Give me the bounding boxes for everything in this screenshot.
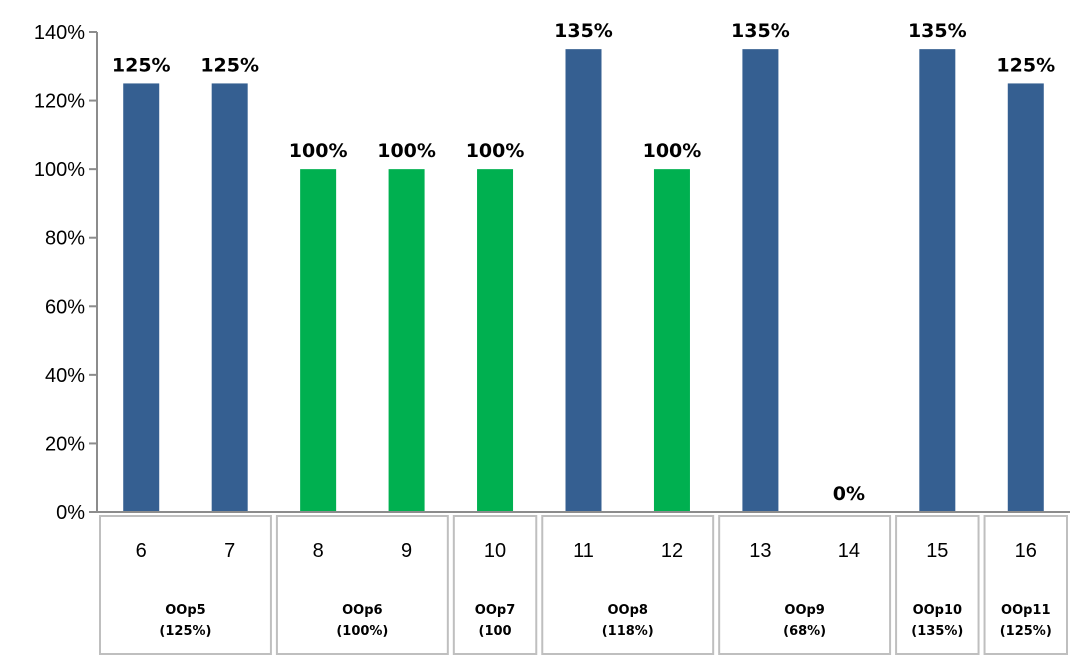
data-label: 125%: [996, 54, 1055, 76]
bar: [123, 83, 160, 512]
group-label-name: OOp7: [475, 603, 515, 618]
category-label: 15: [926, 540, 948, 562]
data-labels: 125% 125% 100% 100% 100% 135% 100% 135% 0% 135% 12…: [112, 20, 1055, 505]
y-tick-label: 80%: [45, 228, 85, 250]
bar: [565, 49, 602, 513]
y-tick-label: 20%: [45, 433, 85, 455]
group-label-name: OOp5: [165, 603, 205, 618]
bar: [653, 169, 690, 512]
bar: [477, 169, 514, 512]
group-label-value: (68%): [783, 624, 826, 639]
data-label: 135%: [908, 20, 967, 42]
group-label-name: OOp9: [784, 603, 824, 618]
data-label: 100%: [643, 140, 702, 162]
group-label-value: (125%): [1000, 624, 1052, 639]
data-label: 100%: [289, 140, 348, 162]
group-box: [983, 515, 1069, 655]
category-label: 13: [749, 540, 771, 562]
group-label-name: OOp6: [342, 603, 382, 618]
bar: [300, 169, 337, 512]
bar: [1007, 83, 1044, 512]
group-box: [895, 515, 980, 655]
bar: [388, 169, 425, 512]
y-tick-label: 140%: [34, 22, 85, 44]
category-label: 10: [484, 540, 506, 562]
category-label: 8: [313, 540, 324, 562]
group-box: [99, 515, 272, 655]
data-label: 135%: [554, 20, 613, 42]
group-label-value: (135%): [911, 624, 963, 639]
y-axis: 0% 20% 40% 60% 80% 100% 120% 140%: [34, 22, 98, 524]
category-label: 9: [401, 540, 412, 562]
group-label-name: OOp10: [913, 603, 963, 618]
group-box: [452, 515, 538, 655]
data-label: 0%: [833, 483, 865, 505]
category-label: 7: [224, 540, 235, 562]
bar: [742, 49, 779, 513]
category-label: 14: [838, 540, 860, 562]
y-tick-label: 0%: [56, 502, 85, 524]
group-label-name: OOp11: [1001, 603, 1051, 618]
data-label: 100%: [377, 140, 436, 162]
data-label: 100%: [466, 140, 525, 162]
x-axis: 6 7 8 9 10 11 12 13 14 15 16 OOp5 (125%) OOp6 (100%) OO…: [97, 511, 1070, 655]
group-label-value: (100: [479, 624, 512, 639]
category-label: 6: [136, 540, 147, 562]
group-label-value: (100%): [336, 624, 388, 639]
data-label: 135%: [731, 20, 790, 42]
data-label: 125%: [112, 54, 171, 76]
category-label: 12: [661, 540, 683, 562]
group-box: [718, 515, 892, 655]
group-label-name: OOp8: [607, 603, 647, 618]
group-label-value: (125%): [159, 624, 211, 639]
y-tick-label: 120%: [34, 91, 85, 113]
data-label: 125%: [200, 54, 259, 76]
group-box: [541, 515, 715, 655]
bars: [123, 49, 1044, 513]
y-tick-label: 40%: [45, 365, 85, 387]
category-label: 16: [1015, 540, 1037, 562]
y-tick-label: 100%: [34, 159, 85, 181]
y-tick-label: 60%: [45, 296, 85, 318]
bar: [919, 49, 956, 513]
group-box: [275, 515, 449, 655]
bar: [211, 83, 248, 512]
category-label: 11: [573, 540, 594, 562]
group-label-value: (118%): [602, 624, 654, 639]
